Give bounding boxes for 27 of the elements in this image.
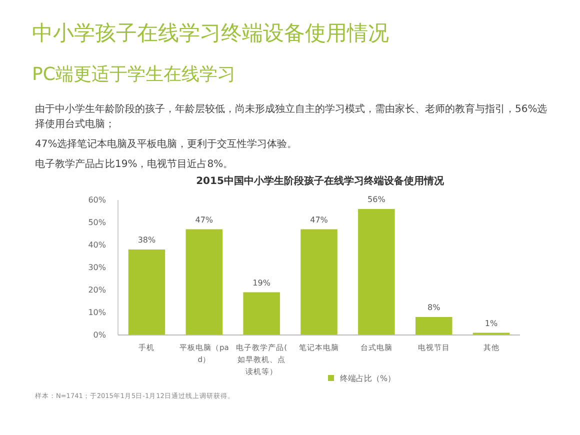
chart-subtitle: PC端更适于学生在线学习: [32, 64, 236, 85]
y-tick-label: 50%: [88, 218, 106, 227]
bar: [415, 317, 452, 335]
text: 由于中小学生年龄阶段的孩子，年龄层较低，尚未形成独立自主的学习模式，需由家长、老师的教育与指引，56%选择使用台式电脑；: [35, 103, 548, 130]
bar: [358, 209, 395, 335]
data-label: 8%: [428, 303, 441, 312]
text: 2015中国中小学生阶段孩子在线学习终端设备使用情况: [196, 175, 445, 187]
bar: [128, 250, 166, 335]
data-label: 38%: [138, 236, 156, 244]
y-tick-label: 60%: [88, 196, 106, 204]
chart-title: 中小学孩子在线学习终端设备使用情况: [32, 21, 389, 45]
bar: [300, 229, 338, 335]
data-label: 1%: [484, 318, 498, 328]
bar: [186, 229, 223, 335]
data-label: 19%: [252, 278, 271, 288]
data-label: 47%: [310, 215, 328, 224]
data-label: 56%: [368, 195, 386, 204]
y-tick-label: 0%: [93, 330, 106, 340]
text: 47%选择笔记本电脑及平板电脑，更利于交互性学习体验。: [35, 138, 298, 150]
legend-label: 终端占比（%）: [340, 374, 396, 383]
y-tick-label: 40%: [88, 240, 106, 250]
data-label: 47%: [195, 215, 214, 224]
bar: [243, 292, 280, 335]
y-tick-label: 20%: [88, 286, 106, 294]
y-tick-label: 30%: [88, 263, 106, 272]
text: 电子教学产品占比19%，电视节目近占8%。: [35, 158, 234, 170]
y-tick-label: 10%: [88, 308, 106, 317]
